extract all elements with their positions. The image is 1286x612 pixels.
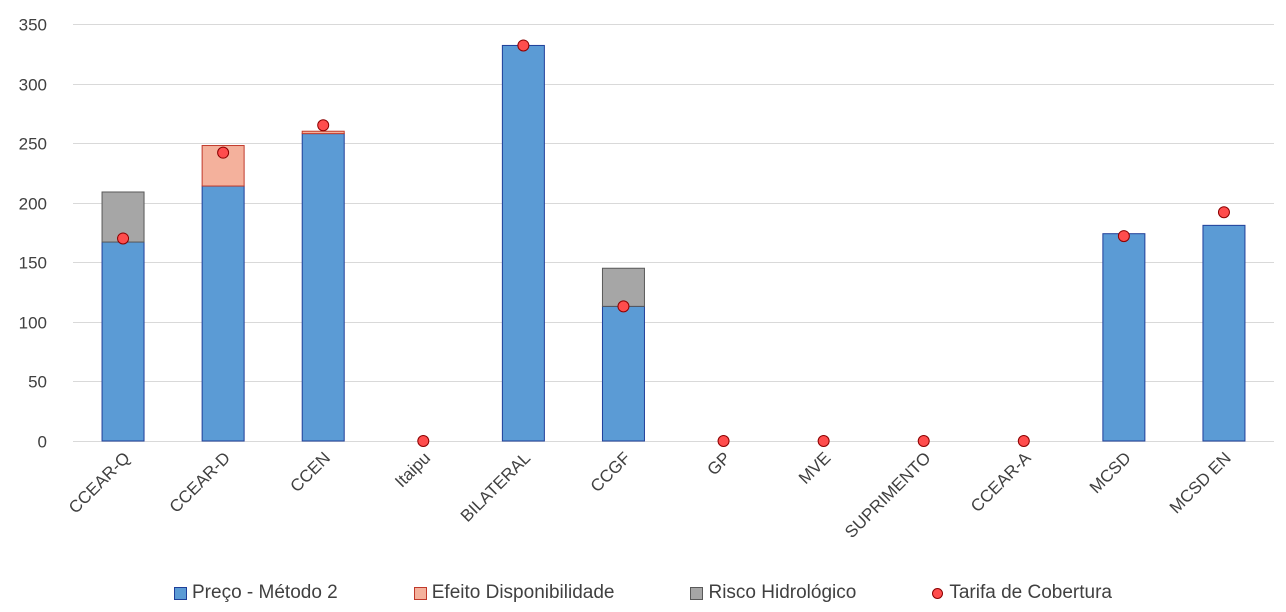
x-tick-label-mcsd-en: MCSD EN bbox=[1166, 448, 1235, 517]
legend-swatch-efeito bbox=[413, 586, 427, 600]
bar-pre-o-m-todo-2-bilateral bbox=[501, 44, 545, 442]
legend-item-tarifa: Tarifa de Cobertura bbox=[932, 582, 1112, 604]
x-axis-ticks: CCEAR-Q CCEAR-D CCEN Itaipu BILATERAL CCGF GP M… bbox=[65, 448, 1235, 542]
legend-label-tarifa: Tarifa de Cobertura bbox=[949, 582, 1112, 603]
marker-tarifa-de-cobertura-ccear-d bbox=[217, 146, 230, 159]
bar-pre-o-m-todo-2-mcsd-en bbox=[1202, 224, 1246, 442]
y-axis-ticks: 0 50 100 150 200 250 300 350 bbox=[19, 16, 47, 452]
marker-tarifa-de-cobertura-ccen bbox=[317, 119, 330, 132]
bar-risco-hidrol-gico-ccgf bbox=[601, 267, 645, 307]
legend-item-efeito: Efeito Disponibilidade bbox=[413, 582, 615, 604]
bar-efeito-disponibilidade-ccen bbox=[301, 130, 345, 135]
y-tick-label: 50 bbox=[28, 373, 47, 392]
marker-tarifa-de-cobertura-itaipu bbox=[417, 435, 430, 447]
legend: Preço - Método 2 Efeito Disponibilidade … bbox=[0, 578, 1286, 608]
y-tick-label: 300 bbox=[19, 76, 47, 95]
legend-swatch-preco bbox=[174, 586, 187, 600]
x-tick-label-ccen: CCEN bbox=[287, 448, 334, 495]
bar-pre-o-m-todo-2-ccear-q bbox=[101, 241, 145, 442]
gridlines bbox=[73, 24, 1274, 442]
x-tick-label-mve: MVE bbox=[795, 448, 834, 487]
legend-marker-tarifa bbox=[932, 587, 944, 599]
marker-tarifa-de-cobertura-suprimento bbox=[917, 435, 930, 447]
legend-swatch-risco bbox=[690, 586, 704, 600]
legend-item-risco: Risco Hidrológico bbox=[690, 582, 856, 604]
bar-pre-o-m-todo-2-ccear-d bbox=[201, 185, 245, 442]
marker-tarifa-de-cobertura-ccgf bbox=[617, 300, 630, 313]
y-tick-label: 0 bbox=[38, 433, 47, 452]
legend-label-risco: Risco Hidrológico bbox=[708, 582, 857, 603]
marker-tarifa-de-cobertura-mcsd-en bbox=[1217, 206, 1230, 219]
marker-tarifa-de-cobertura-gp bbox=[717, 435, 730, 447]
marker-tarifa-de-cobertura-mcsd bbox=[1117, 230, 1130, 243]
bar-pre-o-m-todo-2-ccen bbox=[301, 133, 345, 442]
x-tick-label-suprimento: SUPRIMENTO bbox=[841, 448, 934, 541]
bars bbox=[101, 44, 1246, 442]
x-tick-label-bilateral: BILATERAL bbox=[457, 448, 534, 525]
bar-efeito-disponibilidade-ccear-d bbox=[201, 145, 245, 187]
markers bbox=[117, 39, 1230, 447]
bar-pre-o-m-todo-2-ccgf bbox=[601, 305, 645, 442]
marker-tarifa-de-cobertura-ccear-q bbox=[117, 232, 130, 245]
x-tick-label-mcsd: MCSD bbox=[1086, 448, 1135, 497]
y-tick-label: 350 bbox=[19, 16, 47, 35]
marker-tarifa-de-cobertura-ccear-a bbox=[1017, 435, 1030, 447]
x-tick-label-itaipu: Itaipu bbox=[391, 448, 434, 491]
x-tick-label-ccgf: CCGF bbox=[587, 448, 634, 495]
marker-tarifa-de-cobertura-bilateral bbox=[517, 39, 530, 52]
bar-pre-o-m-todo-2-mcsd bbox=[1102, 233, 1146, 442]
bar-chart: 0 50 100 150 200 250 300 350 CCEAR-Q CCEAR-D CCEN… bbox=[19, 16, 1274, 542]
x-tick-label-ccear-q: CCEAR-Q bbox=[65, 448, 134, 517]
x-tick-label-gp: GP bbox=[704, 448, 735, 479]
legend-label-preco: Preço - Método 2 bbox=[192, 582, 338, 603]
legend-label-efeito: Efeito Disponibilidade bbox=[431, 582, 615, 603]
x-tick-label-ccear-d: CCEAR-D bbox=[166, 448, 234, 516]
x-tick-label-ccear-a: CCEAR-A bbox=[967, 448, 1035, 516]
marker-tarifa-de-cobertura-mve bbox=[817, 435, 830, 447]
y-tick-label: 250 bbox=[19, 135, 47, 154]
y-tick-label: 150 bbox=[19, 254, 47, 273]
legend-item-preco: Preço - Método 2 bbox=[174, 582, 338, 604]
y-tick-label: 100 bbox=[19, 314, 47, 333]
y-tick-label: 200 bbox=[19, 195, 47, 214]
